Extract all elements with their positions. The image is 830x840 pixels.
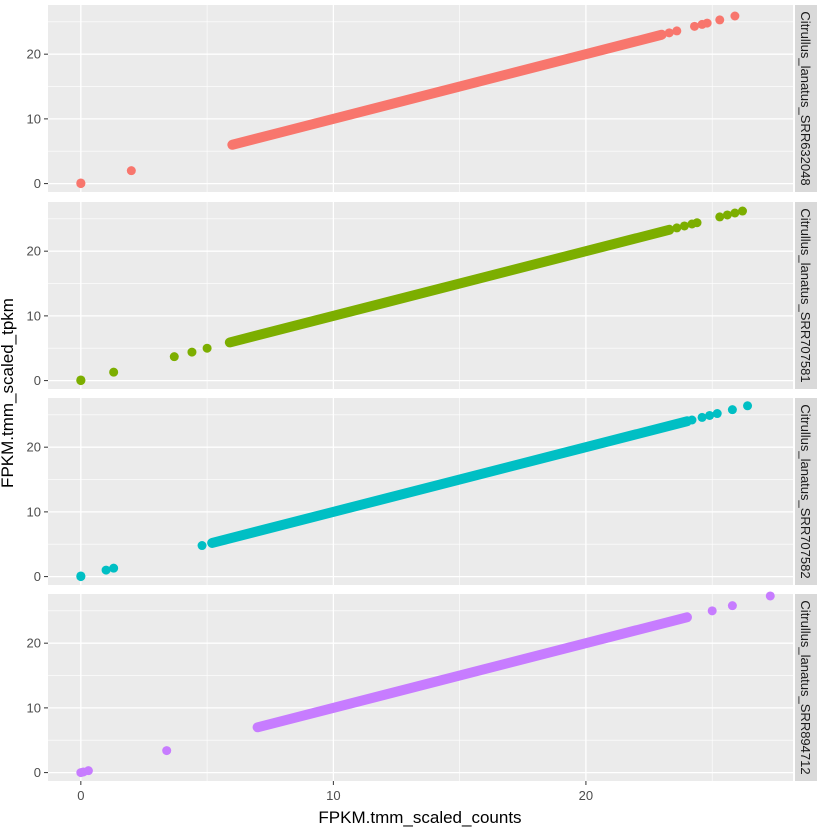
data-point-run	[224, 224, 675, 348]
data-point	[727, 601, 737, 611]
data-point	[730, 11, 740, 21]
data-point	[697, 412, 707, 422]
data-point	[705, 410, 715, 420]
facet-strip-label: Citrullus_lanatus_SRR707582	[798, 404, 813, 578]
data-point	[197, 541, 207, 551]
data-point	[712, 409, 722, 419]
data-point	[692, 218, 702, 228]
data-point	[76, 178, 86, 188]
x-tick-label: 20	[579, 788, 593, 803]
y-tick-label: 10	[27, 504, 41, 519]
facet-strip-label: Citrullus_lanatus_SRR632048	[798, 11, 813, 185]
y-tick-label: 0	[34, 569, 41, 584]
data-point	[126, 166, 136, 176]
x-tick-label: 0	[77, 788, 84, 803]
y-tick-label: 10	[27, 308, 41, 323]
x-tick-label: 10	[326, 788, 340, 803]
data-point	[715, 212, 725, 222]
facet-panel: 0 10 20 Citrullus_lanatus_SRR632048	[27, 5, 817, 192]
data-point	[76, 375, 86, 385]
data-point	[109, 563, 119, 573]
y-tick-label: 0	[34, 765, 41, 780]
data-point	[672, 223, 682, 233]
data-point	[690, 21, 700, 31]
data-point	[679, 221, 689, 231]
y-tick-label: 20	[27, 47, 41, 62]
data-point	[702, 18, 712, 28]
data-point-run	[252, 612, 692, 733]
y-axis-title: FPKM.tmm_scaled_tpkm	[0, 298, 17, 488]
y-tick-label: 20	[27, 440, 41, 455]
y-tick-label: 10	[27, 700, 41, 715]
facet-panel: 0 10 20 Citrullus_lanatus_SRR894712	[27, 591, 817, 781]
data-point	[187, 347, 197, 357]
data-point	[765, 591, 775, 601]
y-tick-label: 10	[27, 111, 41, 126]
data-point	[672, 26, 682, 36]
data-point-run	[207, 416, 692, 548]
facet-panel: 0 10 20 Citrullus_lanatus_SRR707581	[27, 202, 817, 389]
data-point	[162, 746, 172, 756]
data-point	[664, 28, 674, 38]
data-point	[101, 565, 111, 575]
facet-strip	[795, 594, 817, 781]
facet-strip-label: Citrullus_lanatus_SRR707581	[798, 208, 813, 382]
facet-strip	[795, 202, 817, 389]
facet-strip-label: Citrullus_lanatus_SRR894712	[798, 600, 813, 774]
panels-layer: 0 10 20 Citrullus_lanatus_SRR632048 0 10 20 Cit…	[27, 5, 817, 803]
data-point	[202, 343, 212, 353]
data-point	[109, 367, 119, 377]
data-point	[687, 415, 697, 425]
facet-strip	[795, 5, 817, 192]
x-axis-title: FPKM.tmm_scaled_counts	[318, 808, 521, 827]
data-point	[707, 606, 717, 616]
facet-panel: 0 10 20 Citrullus_lanatus_SRR707582	[27, 398, 817, 585]
y-tick-label: 20	[27, 636, 41, 651]
y-tick-label: 0	[34, 176, 41, 191]
data-point-run	[227, 29, 667, 150]
data-point	[737, 206, 747, 216]
y-tick-label: 20	[27, 244, 41, 259]
data-point	[169, 352, 179, 362]
facet-strip	[795, 398, 817, 585]
data-point	[722, 210, 732, 220]
data-point	[83, 766, 93, 776]
data-point	[727, 405, 737, 415]
data-point	[76, 571, 86, 581]
y-tick-label: 0	[34, 373, 41, 388]
data-point	[715, 15, 725, 25]
data-point	[743, 401, 753, 411]
data-point	[730, 208, 740, 218]
